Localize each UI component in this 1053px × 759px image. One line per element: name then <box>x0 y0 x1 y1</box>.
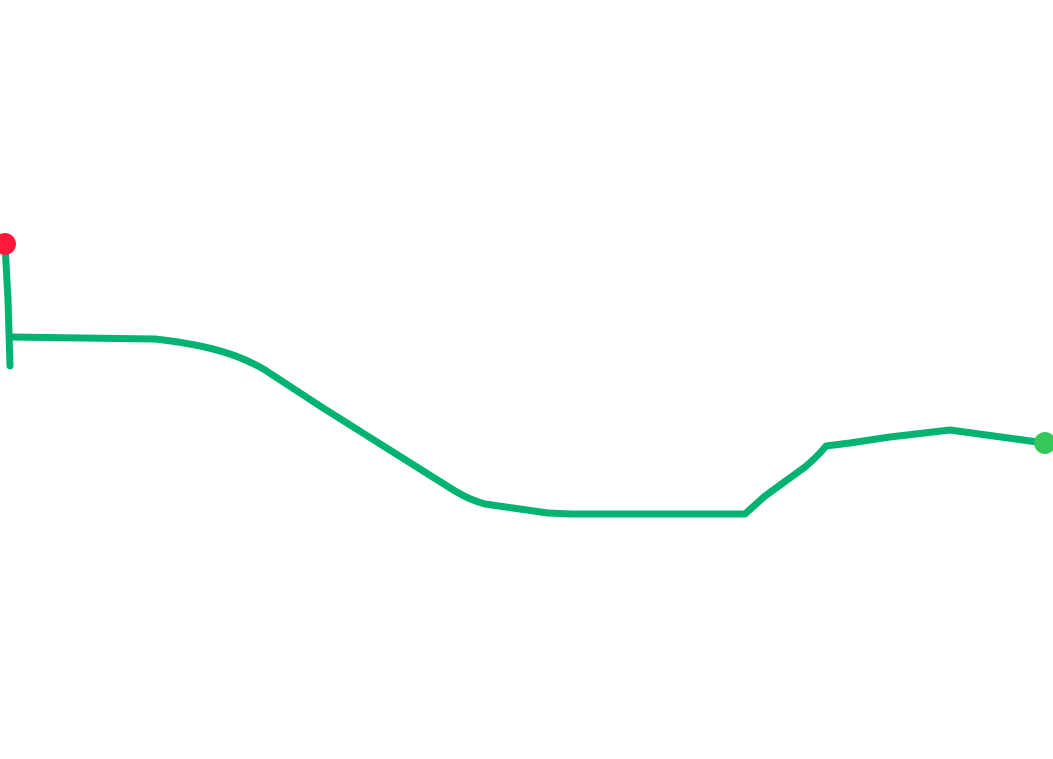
route-line <box>6 333 1049 518</box>
end-marker[interactable] <box>1034 432 1053 454</box>
start-marker[interactable] <box>0 233 16 255</box>
route-spur <box>1 240 14 370</box>
